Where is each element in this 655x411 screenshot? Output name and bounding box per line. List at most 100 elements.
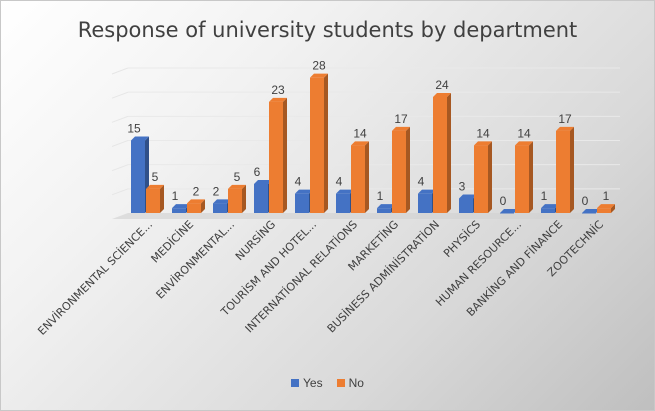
bar-yes bbox=[459, 198, 473, 213]
bar-side bbox=[488, 141, 492, 213]
bar-top bbox=[597, 204, 615, 209]
bar-side bbox=[283, 97, 287, 213]
bar-no bbox=[228, 188, 242, 213]
data-label-yes: 0 bbox=[500, 194, 507, 208]
bar-no bbox=[597, 208, 611, 213]
bar-top bbox=[254, 180, 272, 184]
bar-yes bbox=[131, 140, 145, 213]
data-label-no: 5 bbox=[234, 170, 241, 184]
data-label-yes: 1 bbox=[541, 189, 548, 203]
bar-side bbox=[242, 184, 246, 213]
bar-no bbox=[310, 77, 324, 214]
bar-side bbox=[324, 73, 328, 214]
data-label-no: 17 bbox=[394, 112, 408, 126]
bar-top bbox=[433, 93, 451, 97]
legend-label-yes: Yes bbox=[303, 376, 323, 390]
bar-side bbox=[406, 126, 410, 213]
bar-side bbox=[160, 184, 164, 213]
bar-top bbox=[541, 204, 559, 209]
data-label-no: 24 bbox=[435, 78, 449, 92]
legend-item-yes: Yes bbox=[291, 376, 323, 390]
x-tick-label: ENVİRONMENTAL SCİENCE... bbox=[35, 218, 155, 338]
bar-yes bbox=[418, 193, 432, 213]
data-label-no: 5 bbox=[152, 170, 159, 184]
bar-top bbox=[187, 199, 205, 204]
legend-swatch-yes bbox=[291, 379, 300, 387]
bar-top bbox=[556, 126, 574, 131]
bar-top bbox=[500, 209, 518, 213]
bar-side bbox=[365, 141, 369, 213]
data-label-yes: 6 bbox=[254, 165, 261, 179]
data-label-no: 14 bbox=[353, 126, 367, 140]
bar-top bbox=[213, 199, 231, 204]
data-label-no: 2 bbox=[193, 184, 200, 198]
bar-top bbox=[474, 141, 492, 146]
bar-top bbox=[582, 209, 600, 213]
gridline-left bbox=[111, 67, 129, 75]
bar-no bbox=[269, 101, 283, 213]
gridline-left bbox=[111, 115, 129, 123]
bar-top bbox=[131, 136, 149, 141]
data-label-yes: 15 bbox=[127, 122, 141, 136]
bar-top bbox=[515, 141, 533, 146]
bar-yes bbox=[377, 208, 391, 213]
bar-top bbox=[418, 189, 436, 194]
legend-swatch-no bbox=[336, 379, 345, 387]
data-label-no: 1 bbox=[603, 189, 610, 203]
bar-no bbox=[433, 97, 447, 213]
gridline-left bbox=[111, 164, 129, 172]
bar-yes bbox=[336, 193, 350, 213]
bar-yes bbox=[254, 184, 268, 213]
data-label-yes: 3 bbox=[459, 180, 466, 194]
bar-top bbox=[172, 204, 190, 209]
bar-top bbox=[295, 189, 313, 194]
bar-no bbox=[187, 203, 201, 213]
bar-yes bbox=[541, 208, 555, 213]
bar-top bbox=[392, 126, 410, 131]
bar-no bbox=[556, 130, 570, 213]
bar-top bbox=[228, 184, 246, 189]
x-tick-label: PHYSİCS bbox=[441, 218, 483, 260]
bar-side bbox=[529, 141, 533, 213]
chart-title: Response of university students by depar… bbox=[77, 18, 578, 42]
bar-top bbox=[146, 184, 164, 189]
bar-top bbox=[336, 189, 354, 194]
bar-yes bbox=[172, 208, 186, 213]
x-tick-label: ENVİRONMENTAL... bbox=[154, 218, 238, 302]
bar-side bbox=[611, 204, 615, 213]
data-label-yes: 1 bbox=[172, 189, 179, 203]
data-label-yes: 4 bbox=[336, 175, 343, 189]
data-label-yes: 0 bbox=[582, 194, 589, 208]
bar-no bbox=[146, 188, 160, 213]
data-label-no: 23 bbox=[271, 83, 285, 97]
data-label-no: 14 bbox=[476, 126, 490, 140]
bar-side bbox=[447, 93, 451, 213]
data-label-no: 17 bbox=[558, 112, 572, 126]
bar-yes bbox=[213, 203, 227, 213]
data-label-yes: 4 bbox=[418, 175, 425, 189]
legend-item-no: No bbox=[336, 376, 364, 390]
gridline-left bbox=[111, 140, 129, 147]
data-label-no: 28 bbox=[312, 59, 326, 73]
bar-yes bbox=[582, 213, 596, 214]
data-label-yes: 2 bbox=[213, 184, 220, 198]
bar-side bbox=[570, 126, 574, 213]
bar-yes bbox=[500, 213, 514, 214]
bar-top bbox=[377, 204, 395, 209]
bar-no bbox=[515, 145, 529, 213]
data-label-yes: 1 bbox=[377, 189, 384, 203]
bar-no bbox=[392, 130, 406, 213]
data-label-yes: 4 bbox=[295, 175, 302, 189]
data-label-no: 14 bbox=[517, 126, 531, 140]
bar-yes bbox=[295, 193, 309, 213]
bar-top bbox=[459, 194, 477, 199]
bar-no bbox=[351, 145, 365, 213]
gridline-left bbox=[111, 188, 129, 196]
gridline-left bbox=[111, 91, 129, 99]
legend-label-no: No bbox=[348, 376, 364, 390]
bar-top bbox=[310, 73, 328, 78]
legend: Yes No bbox=[0, 376, 655, 390]
bar-side bbox=[201, 199, 205, 213]
bar-top bbox=[351, 141, 369, 146]
